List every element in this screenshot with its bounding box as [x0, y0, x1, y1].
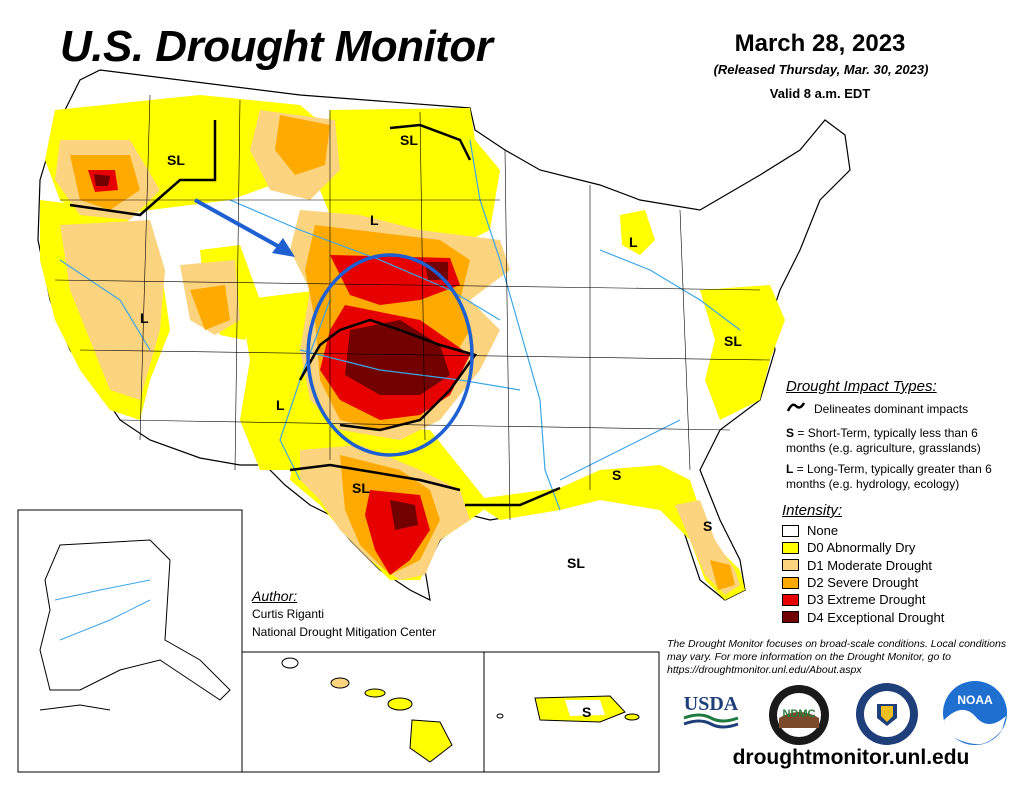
noaa-logo-text: NOAA	[957, 693, 993, 707]
map-label-l-south-dakota: L	[370, 212, 379, 228]
map-label-sl-virginia: SL	[724, 333, 742, 349]
author-organization: National Drought Mitigation Center	[252, 625, 437, 639]
map-label-l-michigan: L	[629, 234, 638, 250]
commerce-logo	[856, 683, 918, 745]
intensity-title: Intensity:	[782, 502, 843, 519]
impact-line-label: Delineates dominant impacts	[814, 402, 969, 416]
legend-swatch	[782, 576, 799, 589]
alaska-shape	[39, 539, 231, 701]
legend-row-none: None	[782, 522, 944, 539]
usda-logo: USDA	[683, 693, 739, 729]
annotation-arrowhead	[272, 238, 295, 257]
short-term-description: S = Short-Term, typically less than 6 mo…	[786, 426, 1016, 456]
impact-lines	[69, 120, 561, 507]
map-label-s-florida: S	[703, 518, 713, 534]
alaska-rivers	[54, 579, 151, 641]
legend-label: D3 Extreme Drought	[807, 592, 926, 608]
ndmc-logo: NDMC	[769, 685, 829, 745]
intensity-legend: None D0 Abnormally Dry D1 Moderate Droug…	[782, 522, 944, 626]
website-url[interactable]: droughtmonitor.unl.edu	[732, 746, 970, 769]
map-label-l-nevada: L	[140, 310, 149, 326]
legend-label: None	[807, 523, 839, 539]
valid-time: Valid 8 a.m. EDT	[769, 86, 871, 101]
puerto-rico	[496, 695, 640, 723]
legend-row-d2: D2 Severe Drought	[782, 574, 944, 591]
legend-row-d1: D1 Moderate Drought	[782, 557, 944, 574]
map-label-sl-idaho: SL	[167, 152, 185, 168]
map-date: March 28, 2023	[734, 30, 906, 57]
map-label-sl-texas: SL	[352, 480, 370, 496]
disclaimer-notice: The Drought Monitor focuses on broad-sca…	[667, 638, 1007, 676]
legend-label: D1 Moderate Drought	[807, 557, 933, 573]
author-label: Author:	[252, 588, 298, 604]
short-term-text: = Short-Term, typically less than 6 mont…	[786, 426, 981, 455]
map-label-l-new-mexico: L	[276, 397, 285, 413]
legend-swatch	[782, 559, 799, 572]
legend-row-d4: D4 Exceptional Drought	[782, 608, 944, 625]
release-date: (Released Thursday, Mar. 30, 2023)	[713, 62, 929, 77]
map-label-sl-north-dakota: SL	[400, 132, 418, 148]
map-label-sl-gulf: SL	[567, 555, 585, 571]
short-term-key: S	[786, 426, 795, 440]
map-label-s-georgia: S	[612, 467, 622, 483]
hawaii-inset-frame	[241, 651, 485, 773]
legend-row-d3: D3 Extreme Drought	[782, 591, 944, 608]
legend-swatch	[782, 524, 799, 537]
legend-label: D4 Exceptional Drought	[807, 609, 945, 625]
hawaii-islands	[281, 657, 453, 763]
page-title: U.S. Drought Monitor	[60, 22, 493, 71]
annotation-arrow	[194, 198, 286, 252]
long-term-description: L = Long-Term, typically greater than 6 …	[786, 462, 1016, 492]
annotation-ellipse	[306, 253, 474, 457]
author-name: Curtis Riganti	[252, 607, 325, 621]
ndmc-logo-text: NDMC	[783, 708, 816, 720]
legend-swatch	[782, 593, 799, 606]
legend-swatch	[782, 541, 799, 554]
impact-line-icon	[786, 402, 806, 412]
long-term-key: L	[786, 462, 794, 476]
impact-types-title: Drought Impact Types:	[786, 378, 937, 395]
legend-swatch	[782, 611, 799, 624]
legend-label: D2 Severe Drought	[807, 575, 919, 591]
noaa-logo: NOAA	[943, 681, 1007, 745]
usda-logo-text: USDA	[684, 693, 739, 715]
long-term-text: = Long-Term, typically greater than 6 mo…	[786, 462, 992, 491]
legend-row-d0: D0 Abnormally Dry	[782, 539, 944, 556]
map-label-s-puerto-rico: S	[582, 704, 592, 720]
legend-label: D0 Abnormally Dry	[807, 540, 916, 556]
